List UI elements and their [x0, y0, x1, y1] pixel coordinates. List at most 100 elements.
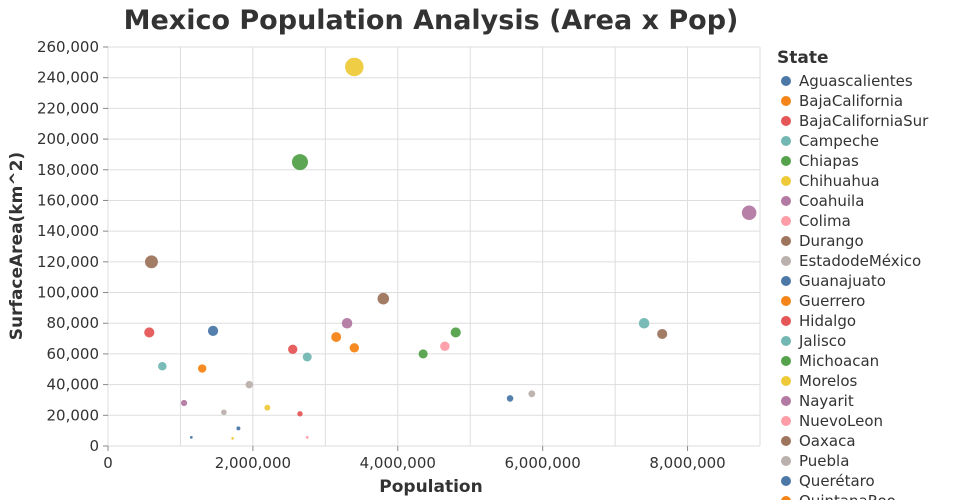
legend-swatch [781, 76, 791, 86]
legend-swatch [781, 376, 791, 386]
legend-swatch [781, 176, 791, 186]
legend-label: Coahuila [799, 192, 864, 210]
data-point [189, 436, 193, 439]
legend-swatch [781, 236, 791, 246]
legend-label: Nayarit [799, 392, 854, 410]
legend-swatch [781, 436, 791, 446]
legend-label: QuintanaRoo [799, 492, 896, 500]
legend-label: Querétaro [799, 472, 875, 490]
legend-label: EstadodeMéxico [799, 252, 921, 270]
legend-label: Guerrero [799, 292, 865, 310]
data-point [145, 255, 158, 269]
legend-title: State [777, 48, 829, 68]
y-tick-label: 60,000 [47, 345, 100, 363]
x-gridlines [107, 47, 761, 446]
legend-items: Aguascalientes BajaCalifornia BajaCaliforn… [781, 72, 929, 500]
legend-swatch [781, 196, 791, 206]
data-point [345, 57, 364, 77]
data-point [349, 343, 360, 353]
y-gridlines [108, 46, 760, 447]
data-point [288, 344, 298, 354]
legend-label: Chihuahua [799, 172, 880, 190]
legend-swatch [781, 416, 791, 426]
legend-swatch [781, 96, 791, 106]
legend-swatch [781, 296, 791, 306]
legend-swatch [781, 256, 791, 266]
legend-label: Chiapas [799, 152, 859, 170]
data-point [144, 327, 155, 338]
legend-label: Puebla [799, 452, 849, 470]
data-point [231, 437, 234, 440]
chart-title: Mexico Population Analysis (Area x Pop) [124, 5, 739, 36]
x-tick-label: 0 [103, 454, 113, 472]
x-tick-label: 2,000,000 [215, 454, 291, 472]
x-axis-ticks: 0 2,000,000 4,000,000 6,000,000 8,000,000 [103, 446, 726, 472]
legend-label: Durango [799, 232, 864, 250]
legend-label: NuevoLeon [799, 412, 883, 430]
legend-label: Michoacan [799, 352, 879, 370]
data-point [180, 399, 188, 407]
legend-label: Morelos [799, 372, 858, 390]
legend-swatch [781, 456, 791, 466]
y-tick-label: 0 [89, 437, 99, 455]
data-point [377, 292, 390, 305]
legend-swatch [781, 356, 791, 366]
data-point [264, 404, 271, 411]
y-tick-label: 220,000 [37, 99, 99, 117]
y-tick-label: 100,000 [37, 284, 99, 302]
y-tick-label: 20,000 [47, 406, 100, 424]
data-point [418, 349, 428, 359]
data-points [144, 57, 757, 440]
legend-label: Campeche [799, 132, 879, 150]
legend-swatch [781, 116, 791, 126]
data-point [291, 154, 308, 171]
legend-label: BajaCaliforniaSur [799, 112, 929, 130]
data-point [297, 411, 303, 417]
data-point [245, 380, 253, 389]
data-point [440, 341, 450, 351]
data-point [638, 317, 650, 329]
legend-swatch [781, 276, 791, 286]
y-axis-title: SurfaceArea(km^2) [7, 152, 27, 340]
data-point [657, 328, 668, 340]
y-tick-label: 120,000 [37, 253, 99, 271]
y-tick-label: 160,000 [37, 191, 99, 209]
data-point [528, 390, 536, 398]
legend-swatch [781, 156, 791, 166]
data-point [207, 325, 219, 337]
x-tick-label: 4,000,000 [360, 454, 436, 472]
x-tick-label: 8,000,000 [649, 454, 725, 472]
data-point [450, 327, 461, 338]
legend-swatch [781, 396, 791, 406]
legend-swatch [781, 316, 791, 326]
legend-swatch [781, 216, 791, 226]
data-point [302, 352, 312, 362]
data-point [305, 436, 309, 439]
data-point [741, 205, 757, 221]
y-tick-label: 260,000 [37, 38, 99, 56]
y-tick-label: 40,000 [47, 376, 100, 394]
legend-label: Colima [799, 212, 851, 230]
data-point [341, 317, 353, 329]
data-point [331, 332, 342, 343]
legend-label: Oaxaca [799, 432, 856, 450]
y-axis-ticks: 0 20,000 40,000 60,000 80,000 100,000 120,000 1… [37, 38, 108, 455]
y-tick-label: 240,000 [37, 69, 99, 87]
y-tick-label: 140,000 [37, 222, 99, 240]
legend-swatch [781, 336, 791, 346]
legend-swatch [781, 136, 791, 146]
y-tick-label: 80,000 [47, 314, 100, 332]
x-axis-title: Population [379, 477, 482, 497]
legend: State Aguascalientes BajaCalifornia BajaCa… [777, 48, 929, 500]
data-point [506, 395, 514, 402]
legend-label: BajaCalifornia [799, 92, 903, 110]
data-point [236, 426, 241, 431]
legend-swatch [781, 476, 791, 486]
legend-label: Hidalgo [799, 312, 856, 330]
legend-swatch [781, 496, 791, 500]
data-point [158, 361, 167, 371]
legend-label: Jalisco [798, 332, 846, 350]
x-tick-label: 6,000,000 [504, 454, 580, 472]
legend-label: Aguascalientes [799, 72, 913, 90]
